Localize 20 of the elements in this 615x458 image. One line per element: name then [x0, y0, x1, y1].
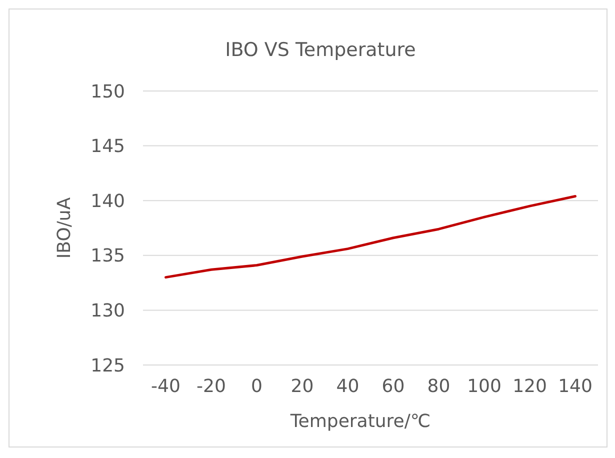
x-tick-label: 20: [290, 376, 314, 397]
x-axis-title: Temperature/℃: [289, 411, 431, 432]
x-tick-label: 100: [467, 376, 502, 397]
line-series: [164, 194, 576, 279]
x-tick-label: -40: [151, 376, 180, 397]
x-tick-label: -20: [196, 376, 226, 397]
x-tick-label: 60: [382, 376, 405, 397]
y-axis-title: IBO/uA: [54, 196, 75, 259]
chart-title: IBO VS Temperature: [225, 39, 416, 61]
y-tick-label: 135: [90, 246, 125, 267]
y-tick-label: 130: [90, 300, 125, 322]
y-tick-label: 125: [90, 355, 125, 376]
y-tick-label: 145: [90, 136, 125, 158]
x-tick-label: 140: [558, 376, 592, 397]
x-tick-label: 0: [251, 376, 262, 397]
x-tick-label: 120: [512, 376, 547, 397]
y-tick-label: 140: [90, 190, 125, 212]
x-tick-label: 80: [427, 376, 450, 397]
y-tick-label: 150: [90, 81, 125, 102]
x-tick-label: 40: [336, 376, 360, 397]
